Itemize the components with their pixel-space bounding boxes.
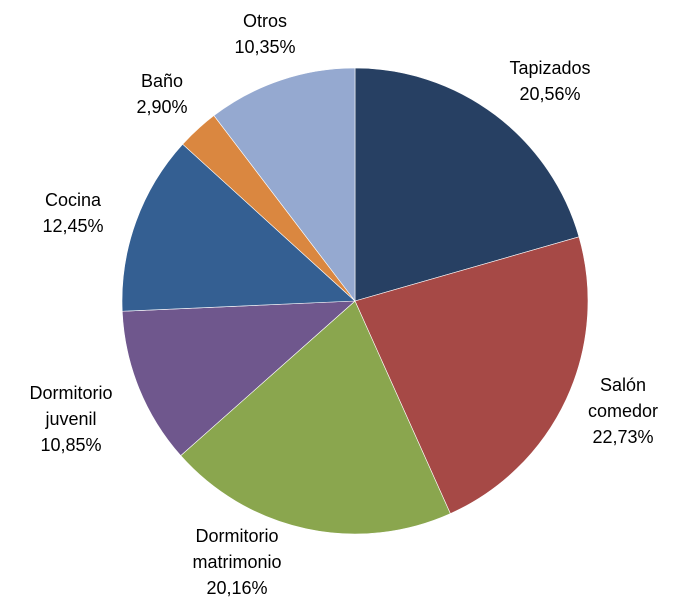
- slice-value-label: 10,85%: [40, 435, 101, 455]
- slice-category-label: Baño: [141, 71, 183, 91]
- slice-category-label: Otros: [243, 11, 287, 31]
- pie-slice-salon-comedor: [354, 236, 589, 514]
- slice-label-dormitorio-juvenil: Dormitorio juvenil 10,85%: [29, 383, 112, 455]
- slice-category-label: Cocina: [45, 190, 102, 210]
- slice-label-tapizados: Tapizados 20,56%: [509, 58, 590, 104]
- slices-layer: [121, 67, 589, 535]
- slice-category-label: Dormitorio: [195, 526, 278, 546]
- slice-category-label: comedor: [588, 401, 658, 421]
- slice-category-label: Salón: [600, 375, 646, 395]
- slice-value-label: 10,35%: [234, 37, 295, 57]
- slice-label-bano: Baño 2,90%: [136, 71, 187, 117]
- pie-slice-dormitorio-matrimonio: [180, 300, 451, 535]
- slice-category-label: matrimonio: [192, 552, 281, 572]
- slice-value-label: 12,45%: [42, 216, 103, 236]
- pie-slice-cocina: [121, 143, 356, 312]
- pie-slice-dormitorio-juvenil: [121, 300, 356, 457]
- slice-category-label: Dormitorio: [29, 383, 112, 403]
- pie-slice-otros: [213, 67, 356, 302]
- pie-slice-tapizados: [354, 67, 580, 302]
- slice-label-otros: Otros 10,35%: [234, 11, 295, 57]
- slice-value-label: 20,56%: [519, 84, 580, 104]
- slice-value-label: 2,90%: [136, 97, 187, 117]
- labels-layer: Tapizados 20,56% Salón comedor 22,73% Dormito…: [29, 11, 658, 598]
- slice-label-cocina: Cocina 12,45%: [42, 190, 103, 236]
- slice-value-label: 22,73%: [592, 427, 653, 447]
- slice-label-dormitorio-matrimonio: Dormitorio matrimonio 20,16%: [192, 526, 281, 598]
- slice-label-salon-comedor: Salón comedor 22,73%: [588, 375, 658, 447]
- slice-value-label: 20,16%: [206, 578, 267, 598]
- slice-category-label: juvenil: [44, 409, 96, 429]
- slice-category-label: Tapizados: [509, 58, 590, 78]
